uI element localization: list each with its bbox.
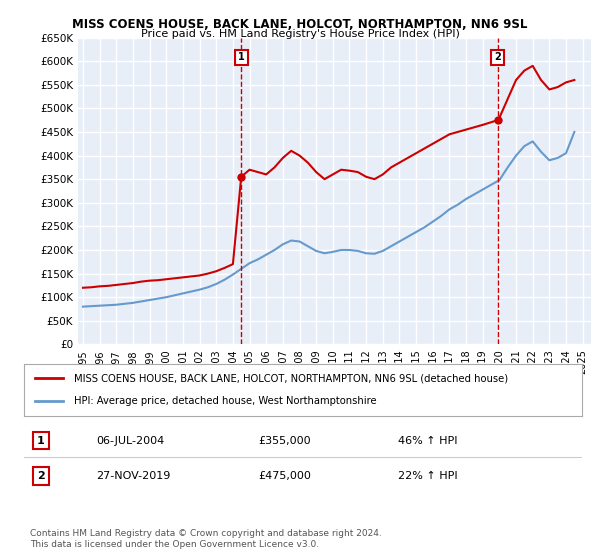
Text: 1: 1 bbox=[238, 53, 245, 63]
Text: 2: 2 bbox=[37, 471, 44, 481]
Text: 22% ↑ HPI: 22% ↑ HPI bbox=[398, 471, 457, 481]
Text: 06-JUL-2004: 06-JUL-2004 bbox=[97, 436, 165, 446]
Text: 27-NOV-2019: 27-NOV-2019 bbox=[97, 471, 171, 481]
Text: 46% ↑ HPI: 46% ↑ HPI bbox=[398, 436, 457, 446]
Text: £475,000: £475,000 bbox=[259, 471, 311, 481]
Text: MISS COENS HOUSE, BACK LANE, HOLCOT, NORTHAMPTON, NN6 9SL: MISS COENS HOUSE, BACK LANE, HOLCOT, NOR… bbox=[73, 18, 527, 31]
Text: Contains HM Land Registry data © Crown copyright and database right 2024.
This d: Contains HM Land Registry data © Crown c… bbox=[30, 529, 382, 549]
Text: HPI: Average price, detached house, West Northamptonshire: HPI: Average price, detached house, West… bbox=[74, 396, 377, 406]
Text: 1: 1 bbox=[37, 436, 44, 446]
Text: Price paid vs. HM Land Registry's House Price Index (HPI): Price paid vs. HM Land Registry's House … bbox=[140, 29, 460, 39]
Text: 2: 2 bbox=[494, 53, 501, 63]
Text: MISS COENS HOUSE, BACK LANE, HOLCOT, NORTHAMPTON, NN6 9SL (detached house): MISS COENS HOUSE, BACK LANE, HOLCOT, NOR… bbox=[74, 374, 508, 384]
Text: £355,000: £355,000 bbox=[259, 436, 311, 446]
